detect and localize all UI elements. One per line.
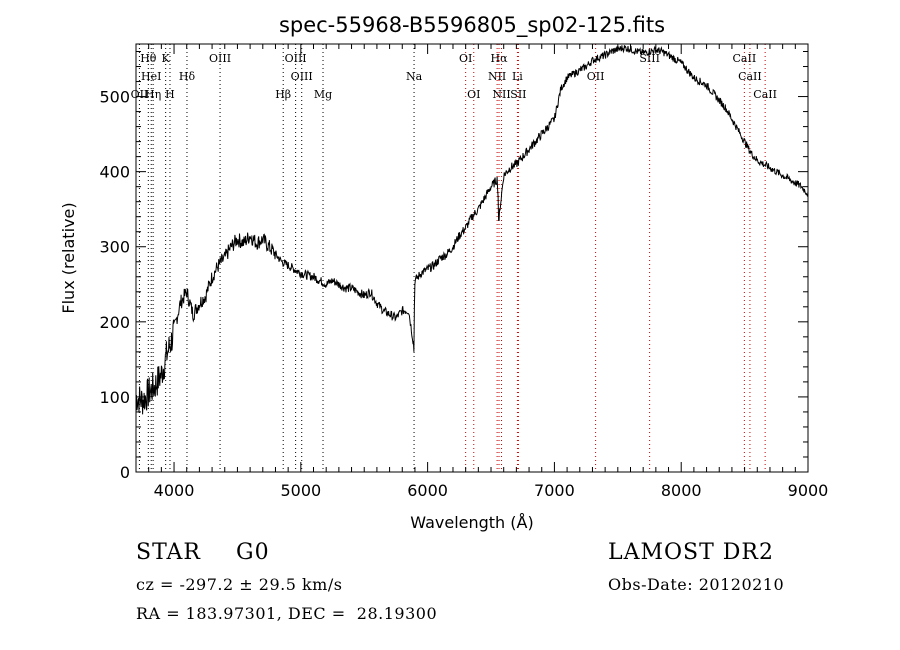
y-axis-label: Flux (relative) <box>59 202 78 313</box>
redshift-text: cz = -297.2 ± 29.5 km/s <box>136 575 343 594</box>
line-marker-label: OI <box>467 88 480 101</box>
object-subclass: G0 <box>236 540 270 565</box>
line-marker-label: OIII <box>285 52 307 65</box>
line-marker-label: CaII <box>733 52 757 65</box>
line-marker-label: SII <box>510 88 526 101</box>
obs-date: Obs-Date: 20120210 <box>608 575 785 594</box>
y-tick-label: 500 <box>99 88 130 107</box>
line-marker-label: Hδ <box>179 70 196 83</box>
line-marker-label: NII <box>488 70 506 83</box>
line-marker-label: NII <box>492 88 510 101</box>
y-tick-label: 100 <box>99 388 130 407</box>
line-marker-label: OIII <box>291 70 313 83</box>
x-tick-label: 9000 <box>788 481 829 500</box>
object-class: STAR <box>136 540 201 565</box>
line-marker-label: CaII <box>738 70 762 83</box>
line-marker-label: Mg <box>314 88 332 101</box>
plot-frame <box>135 43 809 473</box>
x-tick-label: 7000 <box>534 481 575 500</box>
line-marker-label: K <box>162 52 171 65</box>
x-tick-label: 8000 <box>661 481 702 500</box>
line-marker-label: OI <box>459 52 472 65</box>
line-marker-label: Hθ <box>140 52 157 65</box>
axes: 4000 5000 6000 7000 8000 9000 0 100 200 300 400 500 <box>99 44 828 500</box>
y-tick-label: 400 <box>99 163 130 182</box>
line-marker-label: Hα <box>490 52 508 65</box>
x-axis-label: Wavelength (Å) <box>410 513 533 532</box>
line-marker-label: OII <box>131 88 149 101</box>
y-tick-label: 300 <box>99 238 130 257</box>
line-marker-label: Na <box>406 70 423 83</box>
survey-name: LAMOST DR2 <box>608 540 774 565</box>
line-marker-label: H <box>165 88 175 101</box>
coordinates: RA = 183.97301, DEC = 28.19300 <box>136 604 438 623</box>
line-marker-label: Hβ <box>275 88 291 101</box>
line-marker-label: SIII <box>639 52 660 65</box>
y-tick-label: 0 <box>120 463 130 482</box>
line-marker-label: OIII <box>209 52 231 65</box>
line-marker-label: Li <box>512 70 523 83</box>
y-tick-label: 200 <box>99 313 130 332</box>
x-tick-label: 5000 <box>280 481 321 500</box>
spectrum-line <box>135 45 809 415</box>
x-tick-label: 4000 <box>154 481 195 500</box>
line-marker-label: CaII <box>753 88 777 101</box>
chart-title: spec-55968-B5596805_sp02-125.fits <box>279 13 665 38</box>
line-marker-label: Hη <box>145 88 161 101</box>
x-tick-label: 6000 <box>407 481 448 500</box>
line-marker-label: HeI <box>141 70 161 83</box>
line-marker-label: OII <box>587 70 605 83</box>
